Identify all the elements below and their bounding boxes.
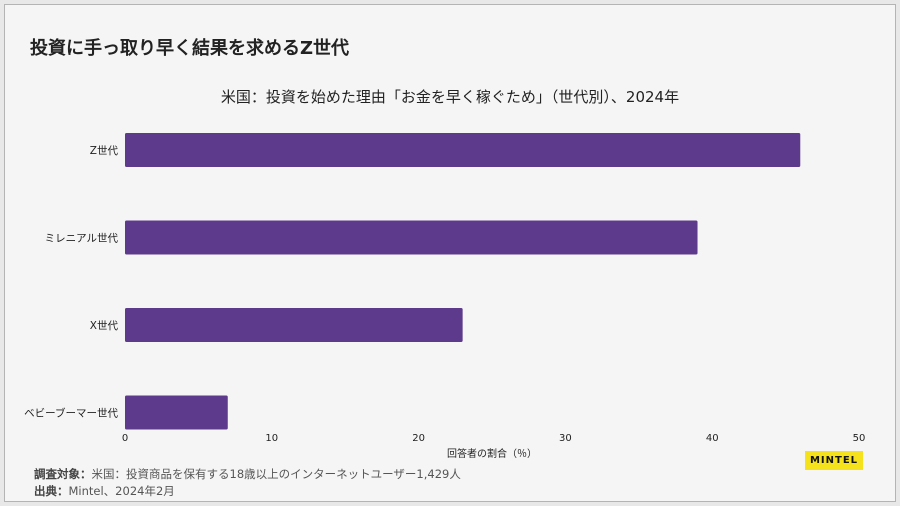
x-tick-label-5: 40	[706, 433, 719, 444]
bar-2	[125, 220, 698, 255]
source-text: Mintel、2024年2月	[68, 484, 175, 498]
bar-1	[125, 133, 801, 167]
category-label-2: ミレニアル世代	[45, 233, 119, 245]
bar-4	[125, 395, 228, 430]
x-tick-label-1: 0	[122, 433, 128, 444]
chart-title: 米国：投資を始めた理由「お金を早く稼ぐため」（世代別）、2024年	[220, 88, 680, 106]
bar-3	[125, 308, 463, 342]
survey-text: 米国：投資商品を保有する18歳以上のインターネットユーザー1,429人	[91, 467, 461, 481]
page-title: 投資に手っ取り早く結果を求めるZ世代	[30, 38, 350, 59]
category-label-3: X世代	[90, 320, 119, 332]
category-label-1: Z世代	[90, 145, 119, 157]
category-label-4: ベビーブーマー世代	[24, 407, 118, 420]
survey-note: 調査対象：米国：投資商品を保有する18歳以上のインターネットユーザー1,429人	[34, 466, 461, 482]
source-note: 出典：Mintel、2024年2月	[34, 483, 175, 499]
x-tick-label-4: 30	[559, 433, 572, 444]
survey-label: 調査対象：	[34, 467, 92, 481]
x-tick-label-2: 10	[265, 433, 278, 444]
source-label: 出典：	[34, 484, 69, 498]
x-axis-label: 回答者の割合（％）	[447, 447, 537, 460]
mintel-logo: MINTEL	[805, 451, 863, 470]
x-tick-label-6: 50	[853, 433, 866, 444]
x-tick-label-3: 20	[412, 433, 425, 444]
